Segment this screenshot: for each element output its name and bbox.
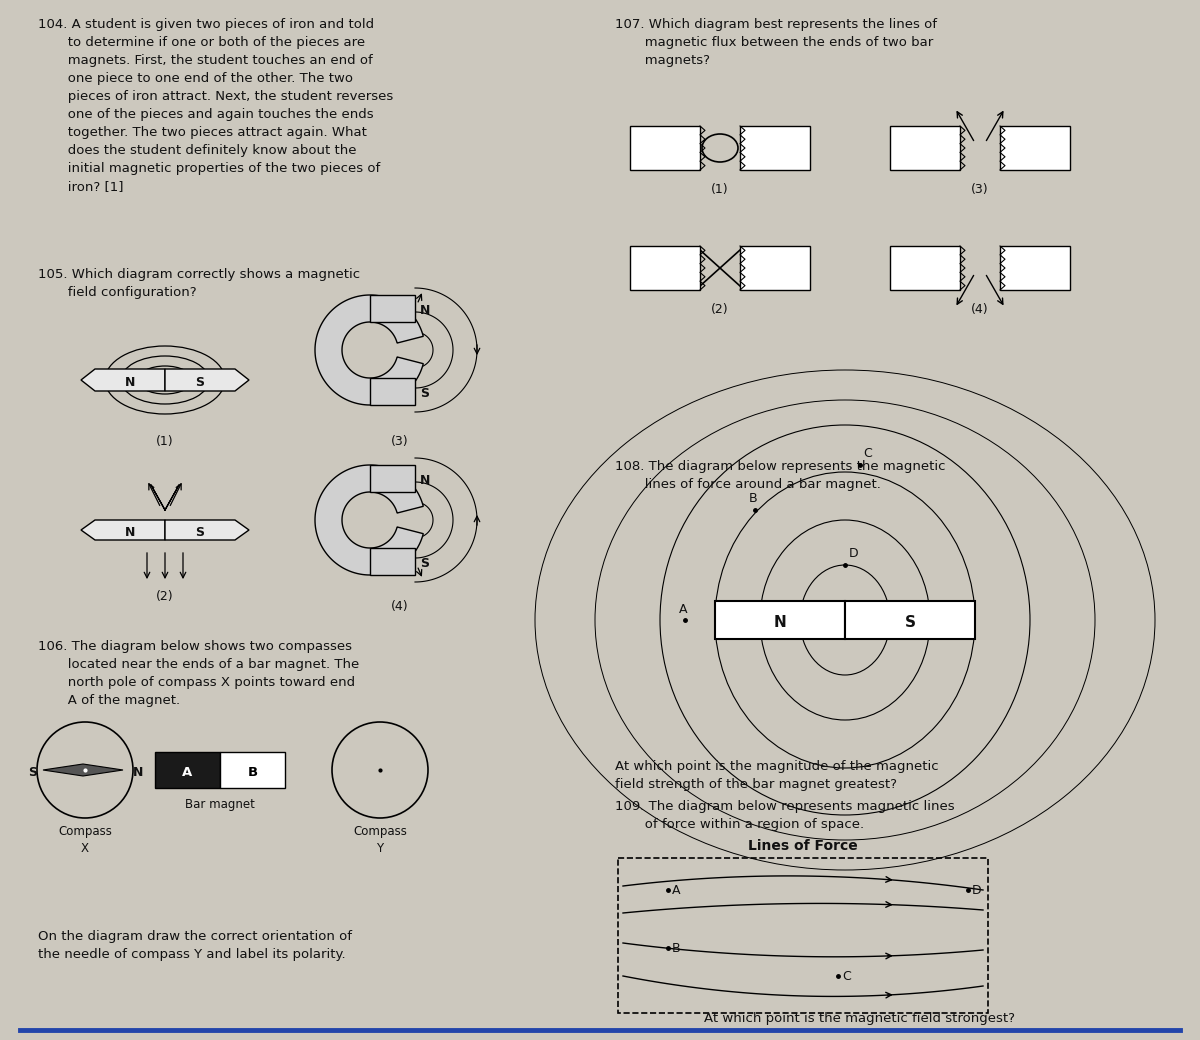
Text: (1): (1): [712, 183, 728, 196]
Text: Lines of Force: Lines of Force: [748, 839, 858, 853]
Bar: [845, 601, 974, 639]
Bar: [370, 295, 415, 322]
Text: S: S: [900, 263, 910, 277]
Bar: [370, 548, 415, 575]
Text: C: C: [863, 447, 871, 460]
Bar: [1000, 246, 1070, 290]
Text: X: X: [82, 842, 89, 855]
Text: A: A: [182, 765, 193, 779]
Text: (3): (3): [391, 435, 409, 448]
Text: N: N: [133, 765, 143, 779]
Text: N: N: [420, 304, 431, 317]
Text: N: N: [125, 525, 136, 539]
Text: N: N: [125, 375, 136, 389]
Text: B: B: [749, 492, 757, 505]
Text: 104. A student is given two pieces of iron and told
       to determine if one o: 104. A student is given two pieces of ir…: [38, 18, 394, 193]
Text: Compass: Compass: [58, 825, 112, 838]
Text: C: C: [842, 969, 851, 983]
Text: B: B: [672, 941, 680, 955]
Text: N: N: [420, 474, 431, 487]
Text: S: S: [28, 765, 37, 779]
Text: (1): (1): [156, 435, 174, 448]
Bar: [155, 752, 220, 788]
Polygon shape: [82, 369, 166, 391]
Polygon shape: [82, 520, 166, 540]
Text: S: S: [196, 525, 204, 539]
Text: S: S: [900, 144, 910, 156]
Text: 107. Which diagram best represents the lines of
       magnetic flux between the: 107. Which diagram best represents the l…: [616, 18, 937, 67]
Text: S: S: [750, 144, 760, 156]
Bar: [890, 246, 960, 290]
Bar: [370, 465, 415, 492]
Text: At which point is the magnetic field strongest?: At which point is the magnetic field str…: [704, 1012, 1015, 1025]
Text: Compass: Compass: [353, 825, 407, 838]
Text: 106. The diagram below shows two compasses
       located near the ends of a bar: 106. The diagram below shows two compass…: [38, 640, 359, 707]
Polygon shape: [166, 369, 250, 391]
Text: (2): (2): [156, 590, 174, 603]
Bar: [630, 246, 700, 290]
Text: D: D: [972, 884, 982, 896]
Text: Bar magnet: Bar magnet: [185, 798, 254, 811]
Text: S: S: [420, 387, 430, 400]
Polygon shape: [316, 465, 424, 575]
Text: N: N: [1010, 144, 1021, 156]
Text: D: D: [850, 547, 859, 560]
Text: (3): (3): [971, 183, 989, 196]
Text: (4): (4): [971, 303, 989, 316]
Text: N: N: [774, 615, 786, 629]
Text: Y: Y: [377, 842, 384, 855]
Text: S: S: [196, 375, 204, 389]
Polygon shape: [166, 520, 250, 540]
Bar: [890, 126, 960, 170]
Text: N: N: [640, 263, 652, 277]
Text: S: S: [420, 557, 430, 570]
Text: (4): (4): [391, 600, 409, 613]
Text: On the diagram draw the correct orientation of
the needle of compass Y and label: On the diagram draw the correct orientat…: [38, 930, 352, 961]
Text: S: S: [905, 615, 916, 629]
Text: 108. The diagram below represents the magnetic
       lines of force around a ba: 108. The diagram below represents the ma…: [616, 460, 946, 491]
Bar: [1000, 126, 1070, 170]
Text: N: N: [750, 263, 761, 277]
Bar: [715, 601, 845, 639]
Bar: [618, 858, 988, 1013]
Text: 105. Which diagram correctly shows a magnetic
       field configuration?: 105. Which diagram correctly shows a mag…: [38, 268, 360, 300]
Polygon shape: [316, 295, 424, 405]
Polygon shape: [43, 764, 124, 776]
Text: A: A: [672, 884, 680, 896]
Text: N: N: [640, 144, 652, 156]
Text: S: S: [1010, 263, 1020, 277]
Bar: [740, 126, 810, 170]
Bar: [220, 752, 286, 788]
Text: 109. The diagram below represents magnetic lines
       of force within a region: 109. The diagram below represents magnet…: [616, 800, 955, 831]
Text: A: A: [678, 603, 686, 616]
Text: At which point is the magnitude of the magnetic
field strength of the bar magnet: At which point is the magnitude of the m…: [616, 760, 938, 791]
Text: (2): (2): [712, 303, 728, 316]
Text: B: B: [247, 765, 258, 779]
Bar: [740, 246, 810, 290]
Bar: [370, 378, 415, 405]
Bar: [630, 126, 700, 170]
